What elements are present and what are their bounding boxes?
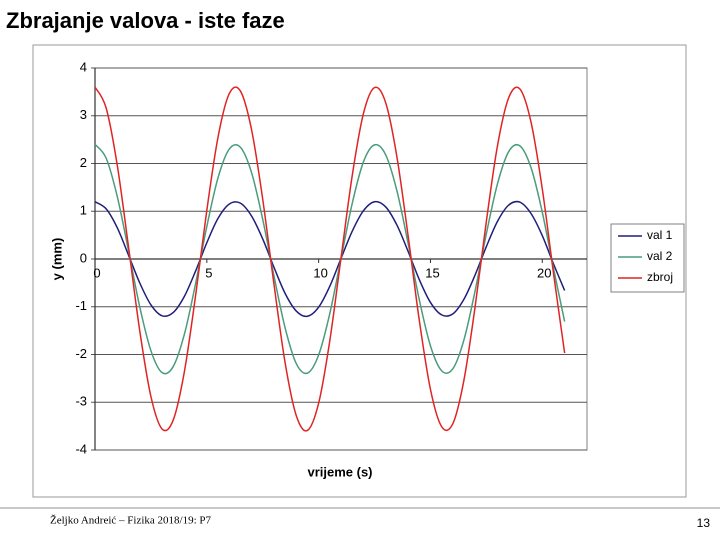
- slide-title: Zbrajanje valova - iste faze: [6, 8, 285, 33]
- x-tick-label: 15: [425, 265, 439, 280]
- y-tick-label: -4: [75, 441, 87, 456]
- y-tick-label: 4: [80, 59, 87, 74]
- legend-label: val 1: [647, 228, 673, 242]
- x-tick-label: 10: [313, 265, 327, 280]
- y-tick-label: 3: [80, 107, 87, 122]
- y-tick-label: -1: [75, 298, 87, 313]
- series-line: [94, 86, 566, 432]
- y-tick-label: -3: [75, 394, 87, 409]
- series-line: [94, 143, 566, 375]
- series-line: [94, 200, 566, 318]
- page-number: 13: [697, 516, 711, 530]
- x-tick-label: 20: [537, 265, 551, 280]
- y-tick-label: 0: [80, 250, 87, 265]
- x-tick-label: 0: [93, 265, 100, 280]
- legend-label: zbroj: [647, 270, 673, 284]
- footer-text: Željko Andreić – Fizika 2018/19: P7: [50, 515, 212, 527]
- y-axis-label: y (mm): [49, 238, 64, 281]
- y-tick-label: -2: [75, 346, 87, 361]
- x-axis-label: vrijeme (s): [307, 464, 372, 479]
- legend-label: val 2: [647, 249, 673, 263]
- y-tick-label: 2: [80, 155, 87, 170]
- x-tick-label: 5: [205, 265, 212, 280]
- y-tick-label: 1: [80, 203, 87, 218]
